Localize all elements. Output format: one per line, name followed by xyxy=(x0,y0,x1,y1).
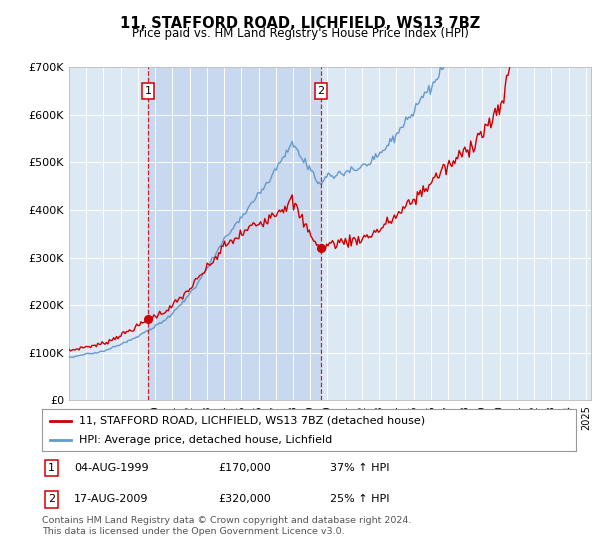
Bar xyxy=(148,67,321,400)
Text: 11, STAFFORD ROAD, LICHFIELD, WS13 7BZ: 11, STAFFORD ROAD, LICHFIELD, WS13 7BZ xyxy=(120,16,480,31)
Text: £170,000: £170,000 xyxy=(218,463,271,473)
Text: £320,000: £320,000 xyxy=(218,494,271,505)
Text: 1: 1 xyxy=(48,463,55,473)
Text: 04-AUG-1999: 04-AUG-1999 xyxy=(74,463,149,473)
Text: 37% ↑ HPI: 37% ↑ HPI xyxy=(331,463,390,473)
Text: HPI: Average price, detached house, Lichfield: HPI: Average price, detached house, Lich… xyxy=(79,435,332,445)
Text: 25% ↑ HPI: 25% ↑ HPI xyxy=(331,494,390,505)
Text: 2: 2 xyxy=(48,494,55,505)
Text: 11, STAFFORD ROAD, LICHFIELD, WS13 7BZ (detached house): 11, STAFFORD ROAD, LICHFIELD, WS13 7BZ (… xyxy=(79,416,425,426)
Text: 2: 2 xyxy=(317,86,325,96)
Text: Contains HM Land Registry data © Crown copyright and database right 2024.
This d: Contains HM Land Registry data © Crown c… xyxy=(42,516,412,536)
Text: Price paid vs. HM Land Registry's House Price Index (HPI): Price paid vs. HM Land Registry's House … xyxy=(131,27,469,40)
Text: 17-AUG-2009: 17-AUG-2009 xyxy=(74,494,149,505)
Text: 1: 1 xyxy=(145,86,151,96)
